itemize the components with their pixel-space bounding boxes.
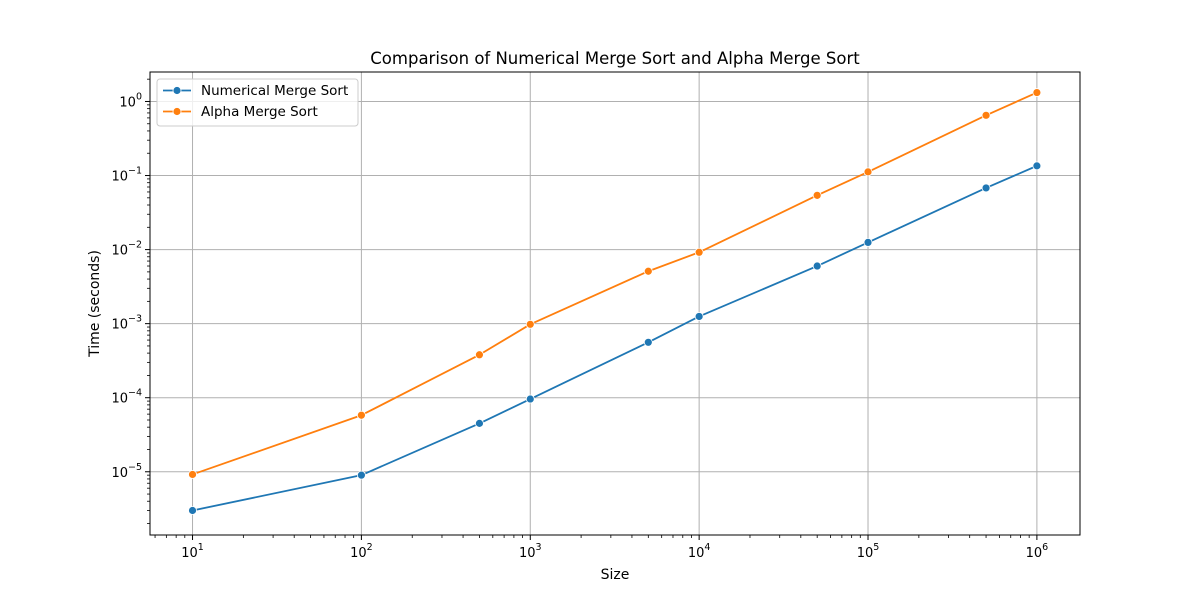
data-point-alpha — [525, 319, 535, 329]
y-tick-label-exponent: −5 — [128, 462, 142, 473]
x-tick-label: 101 — [181, 542, 204, 561]
y-tick-label: 100 — [119, 91, 142, 110]
data-point-numerical — [694, 312, 704, 321]
x-tick-label: 106 — [1026, 542, 1049, 561]
y-tick-label: 10−3 — [111, 314, 142, 333]
y-axis-label: Time (seconds) — [87, 250, 103, 358]
x-tick-label-exponent: 3 — [536, 542, 542, 553]
legend-box — [156, 78, 359, 127]
series-numerical — [188, 161, 1042, 515]
x-tick-label-exponent: 2 — [367, 542, 373, 553]
data-point-numerical — [356, 470, 366, 480]
data-point-alpha — [475, 350, 484, 360]
data-point-numerical — [981, 183, 991, 193]
y-tick-label-base: 10 — [111, 170, 128, 185]
x-tick-label: 102 — [350, 542, 373, 561]
y-tick-label-exponent: −3 — [128, 314, 142, 325]
chart-title: Comparison of Numerical Merge Sort and A… — [370, 49, 860, 68]
y-tick-label-exponent: −4 — [128, 388, 142, 399]
legend: Numerical Merge Sort Alpha Merge Sort — [156, 78, 359, 127]
x-tick-label-exponent: 1 — [198, 542, 204, 553]
legend-label-numerical: Numerical Merge Sort — [201, 83, 348, 99]
x-axis-label: Size — [601, 567, 630, 583]
legend-swatch-marker-numerical — [172, 86, 182, 95]
x-tick-label-exponent: 4 — [704, 542, 710, 553]
data-point-alpha — [694, 247, 704, 257]
legend-label-alpha: Alpha Merge Sort — [201, 104, 318, 120]
x-tick-label: 103 — [519, 542, 542, 561]
data-point-numerical — [812, 261, 822, 271]
y-tick-label-exponent: −1 — [128, 166, 142, 177]
data-point-alpha — [981, 110, 991, 120]
series-line-numerical — [192, 165, 1038, 512]
data-point-numerical — [643, 337, 653, 347]
data-point-numerical — [525, 394, 535, 404]
x-tick-label: 104 — [688, 542, 711, 561]
data-point-alpha — [643, 266, 653, 276]
data-point-numerical — [475, 418, 484, 428]
y-tick-label-base: 10 — [111, 392, 128, 407]
series-layer — [188, 88, 1042, 515]
x-tick-label-base: 10 — [857, 546, 874, 561]
y-tick-label: 10−4 — [111, 388, 142, 407]
y-tick-label: 10−2 — [111, 240, 142, 259]
y-tick-label-base: 10 — [111, 244, 128, 259]
grid — [150, 72, 1080, 535]
y-tick-label-base: 10 — [111, 466, 128, 481]
data-point-alpha — [356, 410, 366, 420]
plot-area-background — [150, 72, 1080, 535]
y-tick-label-base: 10 — [119, 95, 136, 110]
legend-swatch-marker-alpha — [172, 107, 182, 116]
x-tick-label-base: 10 — [1026, 546, 1043, 561]
x-tick-label-base: 10 — [350, 546, 367, 561]
data-point-alpha — [863, 167, 873, 177]
x-tick-label-base: 10 — [688, 546, 705, 561]
x-tick-label-base: 10 — [181, 546, 198, 561]
data-point-numerical — [863, 238, 873, 247]
x-tick-label-base: 10 — [519, 546, 536, 561]
x-tick-label: 105 — [857, 542, 880, 561]
y-tick-label: 10−1 — [111, 166, 142, 185]
x-tick-label-exponent: 6 — [1042, 542, 1048, 553]
data-point-alpha — [188, 470, 197, 479]
x-tick-label-exponent: 5 — [873, 542, 879, 553]
y-tick-label-base: 10 — [111, 318, 128, 333]
series-line-alpha — [192, 91, 1038, 476]
y-tick-label-exponent: 0 — [136, 91, 142, 102]
data-point-alpha — [1032, 88, 1042, 97]
y-tick-label-exponent: −2 — [128, 240, 142, 251]
data-point-numerical — [1032, 161, 1042, 171]
data-point-alpha — [812, 190, 822, 200]
data-point-numerical — [188, 506, 197, 515]
plot-area-frame — [149, 71, 1081, 536]
major-ticks — [145, 100, 1038, 540]
y-tick-label: 10−5 — [111, 462, 142, 481]
x-axis-tick-labels: 101 102 103 104 105 106 — [181, 542, 1048, 561]
series-alpha — [188, 88, 1042, 479]
